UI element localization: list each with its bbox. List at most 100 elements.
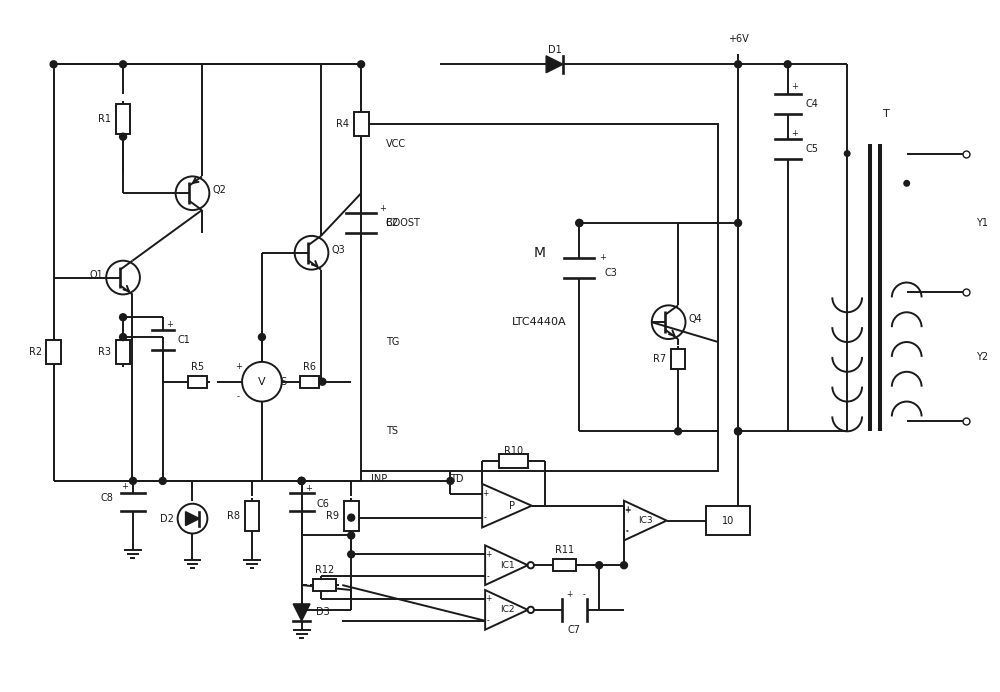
Text: C3: C3 bbox=[604, 268, 617, 277]
Text: R7: R7 bbox=[653, 354, 666, 364]
Text: +: + bbox=[121, 482, 128, 491]
Text: D3: D3 bbox=[316, 608, 330, 617]
Circle shape bbox=[298, 477, 305, 484]
Text: R5: R5 bbox=[191, 362, 204, 372]
Text: +: + bbox=[379, 203, 386, 212]
Bar bbox=[313, 579, 336, 591]
Text: LTC4440A: LTC4440A bbox=[512, 317, 567, 327]
Circle shape bbox=[159, 477, 166, 484]
Circle shape bbox=[120, 61, 127, 68]
Text: R4: R4 bbox=[336, 119, 349, 129]
Bar bbox=[116, 104, 130, 134]
Circle shape bbox=[50, 61, 57, 68]
Text: Q3: Q3 bbox=[331, 245, 345, 255]
Bar bbox=[706, 506, 750, 536]
Circle shape bbox=[735, 219, 742, 226]
Text: C2: C2 bbox=[386, 218, 399, 228]
Text: R9: R9 bbox=[326, 511, 339, 520]
Bar bbox=[671, 349, 685, 369]
Text: D1: D1 bbox=[548, 46, 561, 55]
Circle shape bbox=[675, 428, 682, 435]
Text: +: + bbox=[624, 505, 630, 514]
Text: Y1: Y1 bbox=[976, 218, 988, 228]
Text: -: - bbox=[484, 513, 486, 522]
Text: +: + bbox=[306, 484, 312, 493]
Circle shape bbox=[298, 477, 305, 484]
Polygon shape bbox=[546, 56, 563, 73]
Text: IC2: IC2 bbox=[500, 606, 514, 614]
Text: INP: INP bbox=[371, 474, 387, 484]
Text: Q1: Q1 bbox=[89, 270, 103, 280]
Bar bbox=[354, 112, 369, 136]
Circle shape bbox=[844, 151, 850, 156]
Circle shape bbox=[784, 61, 791, 68]
Text: C5: C5 bbox=[806, 144, 819, 154]
Circle shape bbox=[120, 313, 127, 320]
Text: TD: TD bbox=[450, 474, 464, 484]
Text: +: + bbox=[624, 506, 630, 515]
Bar bbox=[300, 376, 319, 388]
Text: TS: TS bbox=[386, 426, 398, 437]
Text: M: M bbox=[534, 246, 546, 260]
Circle shape bbox=[258, 334, 265, 340]
Circle shape bbox=[576, 219, 583, 226]
Text: C7: C7 bbox=[568, 625, 581, 635]
Polygon shape bbox=[186, 511, 199, 525]
Circle shape bbox=[735, 428, 742, 435]
Text: Y2: Y2 bbox=[976, 352, 988, 362]
Text: -: - bbox=[487, 617, 489, 626]
Circle shape bbox=[120, 334, 127, 340]
Text: -: - bbox=[583, 590, 586, 599]
Text: TG: TG bbox=[386, 337, 399, 347]
Text: +: + bbox=[599, 253, 606, 262]
Circle shape bbox=[904, 181, 909, 186]
Text: +: + bbox=[792, 129, 799, 138]
Text: C6: C6 bbox=[316, 499, 329, 509]
Bar bbox=[361, 124, 718, 471]
Text: P: P bbox=[509, 501, 515, 511]
Circle shape bbox=[298, 606, 305, 613]
Text: Q2: Q2 bbox=[212, 185, 226, 195]
Circle shape bbox=[319, 379, 326, 385]
Text: 10: 10 bbox=[722, 516, 734, 526]
Text: IC1: IC1 bbox=[500, 561, 514, 570]
Circle shape bbox=[298, 477, 305, 484]
Polygon shape bbox=[293, 604, 310, 621]
Bar bbox=[344, 501, 359, 531]
Circle shape bbox=[447, 477, 454, 484]
Text: BOOST: BOOST bbox=[386, 218, 420, 228]
Text: +: + bbox=[792, 82, 799, 91]
Text: S: S bbox=[281, 376, 287, 387]
Text: R1: R1 bbox=[98, 114, 111, 124]
Circle shape bbox=[621, 562, 627, 569]
Bar bbox=[553, 559, 576, 571]
Text: V: V bbox=[258, 376, 266, 387]
Text: C8: C8 bbox=[100, 493, 113, 503]
Text: R3: R3 bbox=[98, 347, 111, 357]
Text: IC3: IC3 bbox=[639, 516, 653, 525]
Bar bbox=[499, 454, 528, 468]
Text: +: + bbox=[485, 550, 491, 559]
Circle shape bbox=[735, 61, 742, 68]
Circle shape bbox=[735, 428, 742, 435]
Text: +: + bbox=[482, 489, 488, 498]
Text: +6V: +6V bbox=[728, 35, 748, 44]
Text: R2: R2 bbox=[29, 347, 42, 357]
Text: -: - bbox=[626, 527, 628, 536]
Text: -: - bbox=[237, 392, 240, 401]
Circle shape bbox=[129, 477, 136, 484]
Text: T: T bbox=[883, 109, 890, 119]
Text: -: - bbox=[626, 526, 628, 535]
Text: +: + bbox=[566, 590, 573, 599]
Bar bbox=[188, 376, 207, 388]
Text: R11: R11 bbox=[555, 545, 574, 555]
Circle shape bbox=[348, 551, 355, 558]
Circle shape bbox=[358, 61, 365, 68]
Text: VCC: VCC bbox=[386, 138, 406, 149]
Text: R6: R6 bbox=[303, 362, 316, 372]
Circle shape bbox=[596, 562, 603, 569]
Text: C4: C4 bbox=[806, 99, 818, 109]
Bar bbox=[46, 340, 61, 364]
Circle shape bbox=[120, 134, 127, 140]
Bar bbox=[245, 501, 259, 531]
